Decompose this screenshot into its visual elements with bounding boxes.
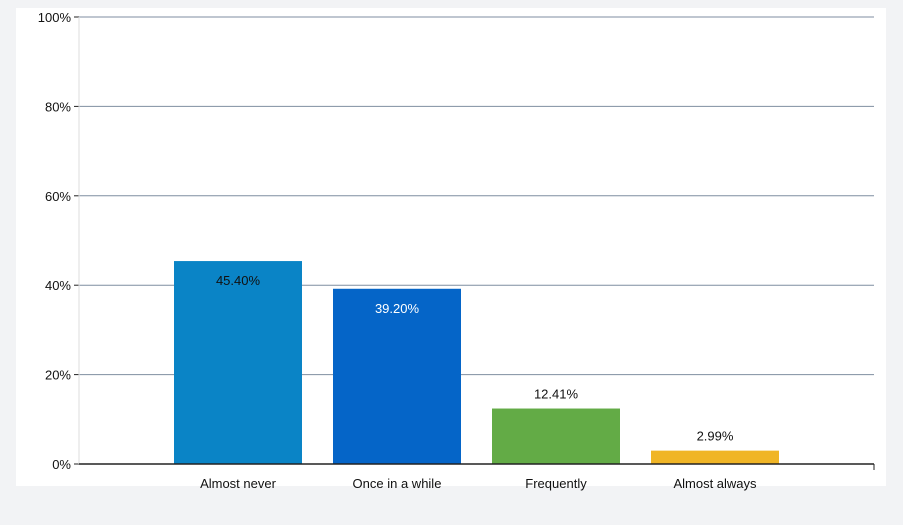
data-label: 12.41% xyxy=(534,387,579,402)
data-label: 2.99% xyxy=(697,429,734,444)
data-label: 39.20% xyxy=(375,301,420,316)
bar xyxy=(492,408,620,464)
x-tick-label: Almost always xyxy=(673,476,757,491)
axes: 0% 20% 40% 60% 80% 100% Almost never Once in a … xyxy=(38,10,875,491)
x-tick-label: Frequently xyxy=(525,476,587,491)
y-tick-label: 40% xyxy=(45,278,71,293)
bar xyxy=(333,288,461,464)
y-tick-label: 80% xyxy=(45,99,71,114)
y-tick-label: 100% xyxy=(38,10,72,25)
bar xyxy=(651,450,779,464)
y-tick-label: 0% xyxy=(52,457,71,472)
data-label: 45.40% xyxy=(216,273,261,288)
y-tick-label: 60% xyxy=(45,189,71,204)
x-tick-label: Once in a while xyxy=(353,476,442,491)
bar xyxy=(174,261,302,464)
data-labels: 45.40% 39.20% 12.41% 2.99% xyxy=(216,273,734,444)
y-tick-label: 20% xyxy=(45,368,71,383)
x-tick-label: Almost never xyxy=(200,476,277,491)
bars xyxy=(174,261,779,464)
